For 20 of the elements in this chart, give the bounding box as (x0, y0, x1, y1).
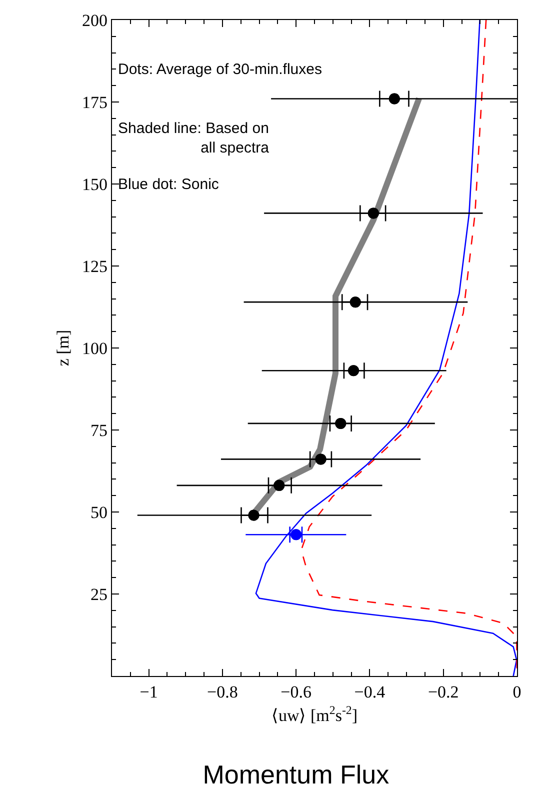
y-tick-label: 25 (90, 584, 108, 604)
y-tick-label: 100 (82, 338, 108, 358)
x-tick-label: −1 (140, 682, 158, 702)
text: Momentum Flux (202, 759, 390, 790)
annotation: Dots: Average of 30-min.fluxes (118, 61, 322, 78)
x-axis-title: ⟨uw⟩ [m$^{2}$s$^{-2}$] (271, 702, 358, 725)
x-tick-label: 0 (512, 682, 522, 702)
y-tick-label: 125 (82, 256, 108, 276)
y-tick-label: 75 (90, 420, 108, 440)
y-tick-label: 150 (82, 174, 108, 194)
y-tick-label: 175 (82, 92, 108, 112)
y-tick-label: 200 (82, 10, 108, 30)
y-axis-title: z [m] (54, 330, 72, 366)
x-tick-label: −0.4 (354, 682, 386, 702)
annotation: Blue dot: Sonic (118, 176, 220, 193)
x-tick-label: −0.2 (428, 682, 459, 702)
y-tick-label: 50 (90, 502, 108, 522)
x-tick-label: −0.6 (280, 682, 312, 702)
x-tick-label: −0.8 (207, 682, 238, 702)
annotation: Shaded line: Based on all spectra (118, 120, 270, 156)
